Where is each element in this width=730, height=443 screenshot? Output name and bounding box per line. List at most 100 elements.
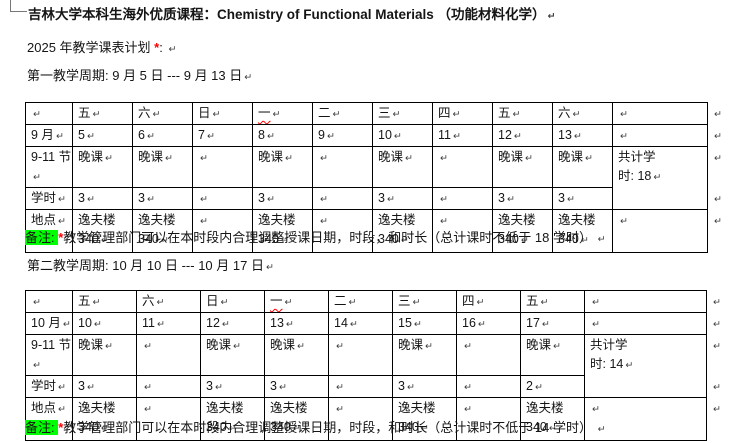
table-cell[interactable]: 13 ↵ [264,312,329,335]
table-cell[interactable]: 10 月 ↵ [25,312,73,335]
table-cell[interactable]: 9-11 节 ↵ [25,334,73,376]
table-cell[interactable]: ↵ [456,397,521,441]
table-cell[interactable]: ↵ [312,187,373,210]
table-cell[interactable]: 共计学 时: 18 ↵ [612,146,708,210]
table-cell[interactable]: 7 ↵ [192,124,253,147]
table-cell[interactable]: 10 ↵ [372,124,433,147]
table-cell[interactable]: 13 ↵ [552,124,613,147]
table-cell[interactable]: 逸夫楼 340 ↵ [264,397,329,441]
period-2-heading[interactable]: 第二教学周期: 10 月 10 日 --- 10 月 17 日 ↵ [27,258,274,276]
table-cell[interactable]: 三 ↵ [392,290,457,313]
table-cell[interactable]: 一 ↵ [252,102,313,125]
table-cell[interactable]: 三 ↵ [372,102,433,125]
table-cell[interactable]: 17 ↵ [520,312,585,335]
table-cell[interactable]: 二 ↵ [312,102,373,125]
table-cell[interactable]: ↵ [612,209,708,253]
table-cell[interactable]: 日 ↵ [200,290,265,313]
table-cell[interactable]: 3 ↵ [72,187,133,210]
table-cell[interactable]: ↵ [328,375,393,398]
table-cell[interactable]: 学时 ↵ [25,187,73,210]
table-cell[interactable]: 逸夫楼 340 ↵ [132,209,193,253]
table-cell[interactable]: ↵ [612,124,708,147]
table-cell[interactable]: 日 ↵ [192,102,253,125]
table-cell[interactable]: 晚课 ↵ [200,334,265,376]
table-cell[interactable]: 晚课 ↵ [392,334,457,376]
table-cell[interactable]: 晚课 ↵ [72,146,133,188]
table-cell[interactable]: 晚课 ↵ [264,334,329,376]
table-cell[interactable]: 2 ↵ [520,375,585,398]
table-cell[interactable]: ↵ [192,187,253,210]
table-cell[interactable]: ↵ [584,312,707,335]
table-cell[interactable]: 晚课 ↵ [552,146,613,188]
table-cell[interactable]: 3 ↵ [200,375,265,398]
table-cell[interactable]: 12 ↵ [492,124,553,147]
table-cell[interactable]: ↵ [328,334,393,376]
table-cell[interactable]: 晚课 ↵ [492,146,553,188]
table-cell[interactable]: 11 ↵ [136,312,201,335]
table-cell[interactable]: 3 ↵ [552,187,613,210]
period-1-heading[interactable]: 第一教学周期: 9 月 5 日 --- 9 月 13 日 ↵ [27,68,252,86]
table-cell[interactable]: 3 ↵ [132,187,193,210]
table-cell[interactable]: 逸夫楼 340 ↵ [552,209,613,253]
table-cell[interactable]: ↵ [312,146,373,188]
document-title[interactable]: 吉林大学本科生海外优质课程：Chemistry of Functional Ma… [28,7,556,25]
table-cell[interactable]: 五 ↵ [492,102,553,125]
table-cell[interactable]: 五 ↵ [520,290,585,313]
table-cell[interactable]: ↵ [312,209,373,253]
table-cell[interactable]: 逸夫楼 340 ↵ [200,397,265,441]
table-cell[interactable]: ↵ [432,209,493,253]
table-cell[interactable]: 12 ↵ [200,312,265,335]
table-cell[interactable]: 3 ↵ [72,375,137,398]
table-cell[interactable]: 9 月 ↵ [25,124,73,147]
table-cell[interactable]: 六 ↵ [132,102,193,125]
table-cell[interactable]: 逸夫楼 340 ↵ [520,397,585,441]
table-cell[interactable]: 3 ↵ [392,375,457,398]
table-cell[interactable]: ↵ [456,375,521,398]
table-cell[interactable]: 11 ↵ [432,124,493,147]
table-cell[interactable]: ↵ [136,375,201,398]
table-cell[interactable]: 逸夫楼 340 ↵ [72,397,137,441]
table-cell[interactable]: 四 ↵ [432,102,493,125]
table-cell[interactable]: 二 ↵ [328,290,393,313]
table-cell[interactable]: 9 ↵ [312,124,373,147]
table-cell[interactable]: ↵ [192,146,253,188]
table-cell[interactable]: 14 ↵ [328,312,393,335]
table-cell[interactable]: ↵ [584,290,707,313]
table-cell[interactable]: 5 ↵ [72,124,133,147]
table-cell[interactable]: 9-11 节 ↵ [25,146,73,188]
table-cell[interactable]: 逸夫楼 340 ↵ [72,209,133,253]
table-cell[interactable]: 逸夫楼 340 ↵ [372,209,433,253]
table-cell[interactable]: 五 ↵ [72,102,133,125]
table-cell[interactable]: 15 ↵ [392,312,457,335]
table-cell[interactable]: 晚课 ↵ [372,146,433,188]
remark-2[interactable]: 备注: *教学管理部门可以在本时段内合理调整授课日期，时段，和时长（总计课时不低… [25,420,606,438]
table-cell[interactable]: ↵ [25,102,73,125]
remark-1[interactable]: 备注: *教学管理部门可以在本时段内合理调整授课日期，时段，和时长（总计课时不低… [25,230,606,248]
table-cell[interactable]: ↵ [432,187,493,210]
table-cell[interactable]: ↵ [25,290,73,313]
table-cell[interactable]: 16 ↵ [456,312,521,335]
table-cell[interactable]: ↵ [136,334,201,376]
table-cell[interactable]: 3 ↵ [492,187,553,210]
table-cell[interactable]: 逸夫楼 340 ↵ [252,209,313,253]
table-cell[interactable]: 共计学 时: 14 ↵ [584,334,707,398]
plan-title[interactable]: 2025 年教学课表计划 *: ↵ [27,40,176,58]
table-cell[interactable]: 晚课 ↵ [132,146,193,188]
table-cell[interactable]: 晚课 ↵ [520,334,585,376]
table-cell[interactable]: 六 ↵ [136,290,201,313]
table-cell[interactable]: 四 ↵ [456,290,521,313]
table-cell[interactable]: 六 ↵ [552,102,613,125]
table-cell[interactable]: 8 ↵ [252,124,313,147]
table-cell[interactable]: 逸夫楼 340 ↵ [492,209,553,253]
table-cell[interactable]: 一 ↵ [264,290,329,313]
table-cell[interactable]: ↵ [612,102,708,125]
table-cell[interactable]: ↵ [584,397,707,441]
table-cell[interactable]: 3 ↵ [372,187,433,210]
table-cell[interactable]: ↵ [456,334,521,376]
table-cell[interactable]: 3 ↵ [264,375,329,398]
table-cell[interactable]: 10 ↵ [72,312,137,335]
table-cell[interactable]: 学时 ↵ [25,375,73,398]
table-cell[interactable]: 晚课 ↵ [72,334,137,376]
table-cell[interactable]: ↵ [136,397,201,441]
table-cell[interactable]: 五 ↵ [72,290,137,313]
